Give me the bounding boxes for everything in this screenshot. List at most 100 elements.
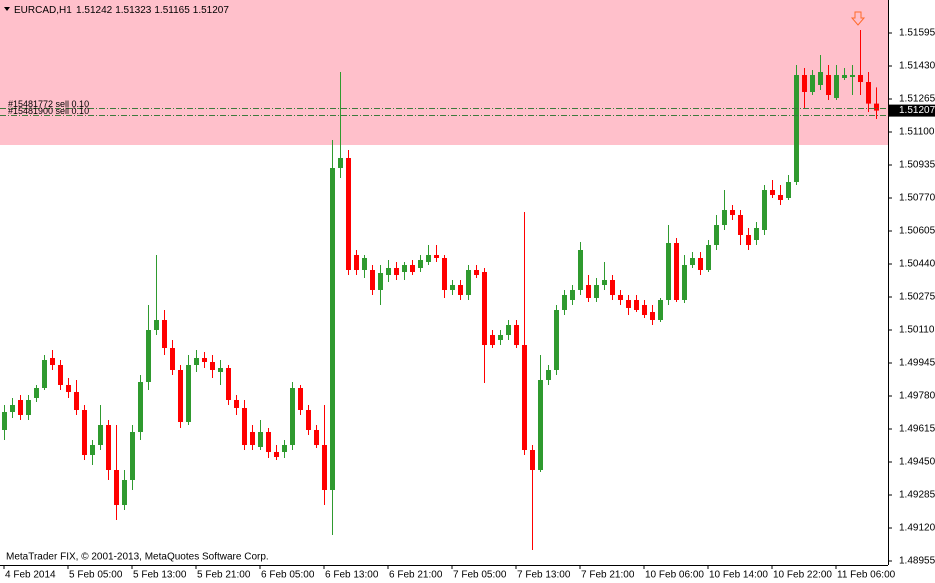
menu-icon[interactable] bbox=[4, 7, 10, 11]
candle-body bbox=[314, 430, 319, 445]
candle-body bbox=[866, 82, 871, 104]
candle-body bbox=[106, 425, 111, 470]
candle-body bbox=[114, 470, 119, 505]
x-tick-label: 7 Feb 13:00 bbox=[517, 570, 571, 581]
candle-body bbox=[482, 272, 487, 345]
candle-body bbox=[498, 335, 503, 340]
candle-body bbox=[602, 280, 607, 285]
candle-body bbox=[370, 270, 375, 290]
y-tick-label: 1.51595 bbox=[899, 28, 935, 39]
candle-body bbox=[274, 452, 279, 457]
y-tick-label: 1.49780 bbox=[899, 391, 935, 402]
y-tick-label: 1.50935 bbox=[899, 160, 935, 171]
y-tick-label: 1.49945 bbox=[899, 358, 935, 369]
header-high: 1.51323 bbox=[115, 5, 152, 16]
candle-body bbox=[626, 300, 631, 308]
y-tick-label: 1.51430 bbox=[899, 61, 935, 72]
candle-body bbox=[618, 295, 623, 300]
candle-body bbox=[378, 273, 383, 290]
x-tick-label: 6 Feb 05:00 bbox=[261, 570, 315, 581]
candle-body bbox=[90, 445, 95, 455]
candle-body bbox=[362, 258, 367, 270]
candle-body bbox=[530, 450, 535, 470]
candle-body bbox=[666, 243, 671, 300]
x-tick-label: 7 Feb 05:00 bbox=[453, 570, 507, 581]
candle-body bbox=[730, 210, 735, 215]
candle-body bbox=[402, 265, 407, 272]
candle-body bbox=[50, 358, 55, 365]
candle-body bbox=[546, 370, 551, 380]
x-tick-label: 5 Feb 21:00 bbox=[197, 570, 251, 581]
candle-body bbox=[306, 410, 311, 430]
candle-body bbox=[458, 285, 463, 295]
candle-body bbox=[170, 348, 175, 370]
signal-arrow bbox=[850, 11, 866, 26]
candle-body bbox=[570, 290, 575, 300]
candle-body bbox=[10, 405, 15, 412]
x-tick-label: 11 Feb 06:00 bbox=[837, 570, 896, 581]
candle-body bbox=[674, 243, 679, 300]
candle-body bbox=[226, 368, 231, 400]
candle-body bbox=[258, 432, 263, 447]
candle-body bbox=[202, 358, 207, 362]
x-tick-label: 4 Feb 2014 bbox=[5, 570, 56, 581]
candle-body bbox=[842, 75, 847, 78]
candle-body bbox=[466, 270, 471, 295]
candle-body bbox=[426, 255, 431, 262]
candle-body bbox=[802, 75, 807, 92]
candle-body bbox=[434, 255, 439, 258]
candle-body bbox=[794, 75, 799, 182]
candle-body bbox=[474, 270, 479, 275]
candle-body bbox=[186, 365, 191, 422]
candle-body bbox=[146, 330, 151, 382]
candle-body bbox=[234, 400, 239, 408]
order-label: #15481900 sell 0.10 bbox=[8, 106, 89, 116]
candle-body bbox=[442, 258, 447, 290]
candle-body bbox=[130, 432, 135, 480]
candle-body bbox=[290, 388, 295, 445]
candle-body bbox=[522, 345, 527, 450]
order-label: #15481772 sell 0.10 bbox=[8, 99, 89, 109]
x-tick-label: 6 Feb 21:00 bbox=[389, 570, 443, 581]
candle-body bbox=[298, 388, 303, 410]
candle-body bbox=[706, 245, 711, 270]
y-tick-label: 1.50440 bbox=[899, 259, 935, 270]
plot-area: #15481772 sell 0.10#15481900 sell 0.10 bbox=[0, 0, 888, 550]
candle-body bbox=[354, 255, 359, 270]
candle-body bbox=[858, 75, 863, 82]
candle-body bbox=[834, 75, 839, 98]
candle-body bbox=[746, 235, 751, 245]
y-tick-label: 1.50275 bbox=[899, 292, 935, 303]
candle-body bbox=[578, 250, 583, 290]
candle-body bbox=[738, 215, 743, 235]
candle-body bbox=[562, 295, 567, 310]
candle-body bbox=[418, 260, 423, 268]
candle-body bbox=[586, 285, 591, 298]
y-tick-label: 1.49285 bbox=[899, 490, 935, 501]
candle-body bbox=[554, 310, 559, 370]
candle-body bbox=[722, 210, 727, 225]
candle-body bbox=[346, 158, 351, 270]
candle-body bbox=[74, 392, 79, 410]
y-tick-label: 1.49615 bbox=[899, 424, 935, 435]
candle-body bbox=[850, 75, 855, 77]
candle-body bbox=[18, 400, 23, 415]
candle-body bbox=[218, 368, 223, 372]
x-tick-label: 7 Feb 21:00 bbox=[581, 570, 635, 581]
x-tick-label: 5 Feb 13:00 bbox=[133, 570, 187, 581]
candle-body bbox=[874, 103, 879, 111]
header-close: 1.51207 bbox=[193, 5, 230, 16]
header: EURCAD,H1 1.51242 1.51323 1.51165 1.51207 bbox=[14, 5, 229, 16]
candle-body bbox=[394, 268, 399, 275]
candle-body bbox=[762, 190, 767, 230]
candle-body bbox=[690, 258, 695, 265]
candle-body bbox=[818, 72, 823, 85]
candle-body bbox=[386, 268, 391, 275]
candle-body bbox=[138, 382, 143, 432]
candle-body bbox=[650, 312, 655, 320]
copyright: MetaTrader FIX, © 2001-2013, MetaQuotes … bbox=[6, 552, 269, 563]
y-tick-label: 1.49450 bbox=[899, 457, 935, 468]
candle-body bbox=[514, 325, 519, 345]
candle-body bbox=[410, 265, 415, 272]
x-tick-label: 6 Feb 13:00 bbox=[325, 570, 379, 581]
